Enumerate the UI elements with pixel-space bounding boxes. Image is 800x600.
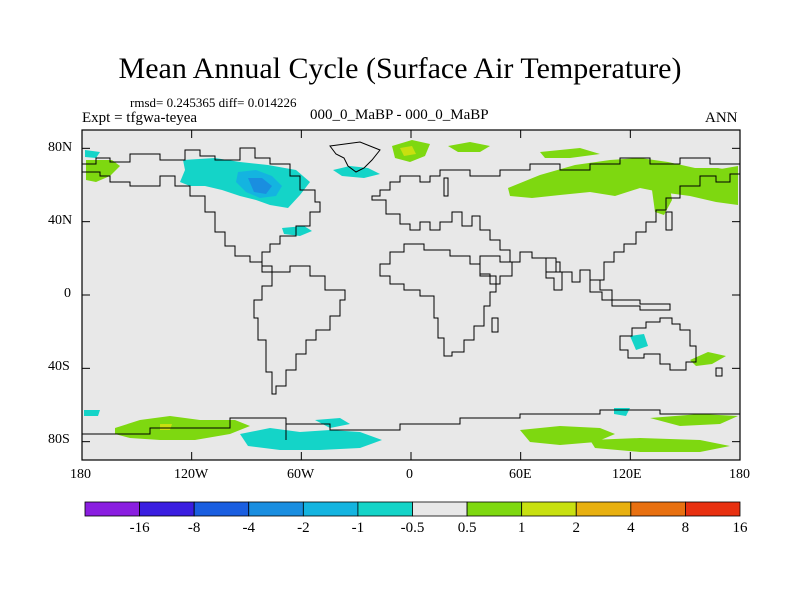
colorbar: -16 -8 -4 -2 -1 -0.5 0.5 1 2 4 8 16 — [84, 501, 749, 536]
lon-tick-label: 60W — [287, 467, 315, 482]
lon-tick-label: 120E — [612, 467, 642, 482]
colorbar-label: -2 — [297, 520, 310, 536]
outline-indonesia — [611, 299, 671, 311]
colorbar-label: 0.5 — [458, 520, 477, 536]
colorbar-label: -16 — [130, 520, 150, 536]
colorbar-label: 8 — [682, 520, 690, 536]
warm-patch-antarctic-east2 — [590, 438, 730, 452]
colorbar-swatch — [412, 501, 468, 517]
colorbar-swatch — [521, 501, 577, 517]
outline-australia — [619, 317, 697, 371]
warm-patch-antarctic-right — [650, 414, 738, 426]
cool-patch-australia-west — [630, 334, 648, 350]
colorbar-swatch — [575, 501, 632, 517]
axis-tick-marks — [81, 130, 741, 460]
lon-tick-label: 60E — [509, 467, 532, 482]
colorbar-label: 16 — [733, 520, 749, 536]
colorbar-swatch — [248, 501, 304, 517]
stats-line: rmsd= 0.245365 diff= 0.014226 — [130, 95, 297, 110]
outline-arabia — [479, 255, 513, 285]
outline-new-zealand — [715, 367, 723, 377]
outline-japan — [665, 211, 673, 231]
cool-patch-antarctic-left — [84, 410, 100, 416]
colorbar-swatch — [630, 501, 686, 517]
cool-patch-antarctic-small — [315, 418, 350, 428]
colorbar-swatch — [302, 501, 359, 517]
outline-madagascar — [491, 317, 499, 333]
warm-patch-australia-east — [690, 352, 726, 366]
warm-patch-east-asia — [652, 176, 672, 215]
colorbar-swatch — [139, 501, 195, 517]
lon-tick-label: 120W — [174, 467, 209, 482]
continent-outlines — [82, 141, 741, 440]
cool-stronger-patch-north-america — [248, 178, 272, 194]
lon-tick-label: 180 — [729, 467, 750, 482]
cool-patch-north-atlantic-coast — [282, 226, 312, 236]
lat-tick-label: 0 — [64, 286, 71, 301]
colorbar-swatch — [466, 501, 523, 517]
lat-tick-label: 80N — [48, 140, 73, 155]
warm-mid-patch-arctic-europe — [400, 146, 416, 156]
colorbar-swatch — [84, 501, 140, 517]
cool-patch-antarctic-atlantic — [240, 428, 382, 450]
chart-title: Mean Annual Cycle (Surface Air Temperatu… — [118, 52, 682, 85]
colorbar-label: 1 — [518, 520, 526, 536]
outline-greenland — [329, 141, 381, 173]
colorbar-label: -4 — [243, 520, 256, 536]
outline-india — [545, 257, 563, 291]
lat-tick-label: 40N — [48, 213, 73, 228]
lat-tick-label: 80S — [48, 432, 70, 447]
lat-tick-label: 40S — [48, 359, 70, 374]
outline-north-america — [82, 147, 321, 273]
colorbar-label: 4 — [627, 520, 635, 536]
colorbar-swatch — [193, 501, 250, 517]
colorbar-label: -1 — [352, 520, 365, 536]
cool-patch-arctic-left — [85, 150, 100, 158]
colorbar-swatch — [685, 501, 741, 517]
outline-antarctica — [82, 409, 740, 435]
comparison-label: 000_0_MaBP - 000_0_MaBP — [310, 107, 489, 123]
outline-caspian — [443, 177, 449, 197]
expt-label: Expt = tfgwa-teyea — [82, 110, 198, 126]
outline-africa — [379, 243, 497, 357]
warm-patch-arctic-mid — [448, 142, 490, 152]
warm-patch-arctic-west — [86, 160, 120, 182]
colorbar-label: -8 — [188, 520, 201, 536]
outline-europe-asia — [371, 157, 741, 283]
lon-tick-label: 0 — [406, 467, 413, 482]
warm-mid-patch-antarctic-west — [160, 424, 172, 430]
season-label: ANN — [705, 110, 738, 126]
warm-patch-arctic-east — [540, 148, 600, 158]
colorbar-label: 2 — [573, 520, 581, 536]
lon-tick-label: 180 — [70, 467, 91, 482]
colorbar-label: -0.5 — [401, 520, 425, 536]
outline-south-america — [253, 265, 346, 395]
colorbar-swatch — [357, 501, 413, 517]
